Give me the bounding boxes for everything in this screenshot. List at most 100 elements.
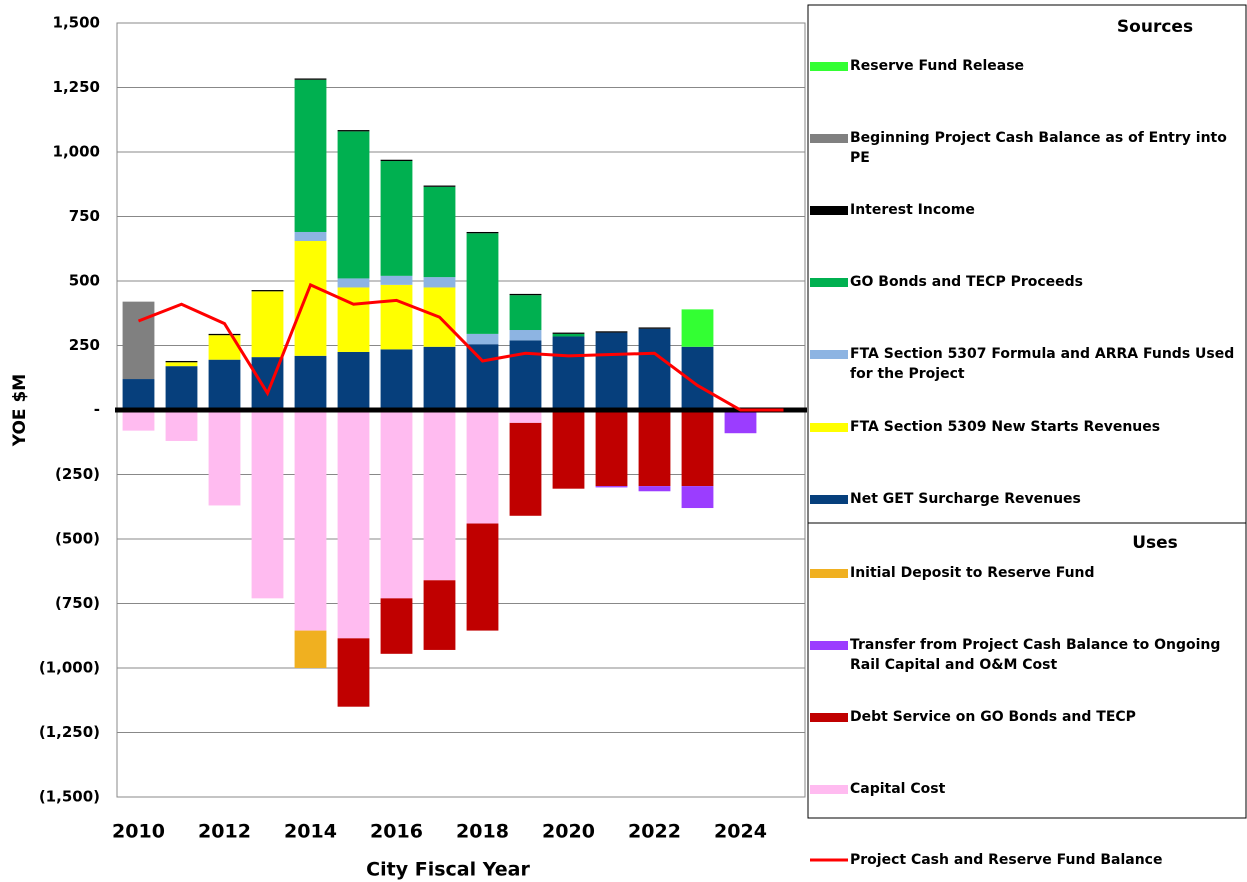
bar-segment (337, 410, 370, 639)
bar-segment (509, 340, 542, 410)
legend-label: Debt Service on GO Bonds and TECP (850, 709, 1136, 725)
bar-segment (337, 638, 370, 707)
x-tick-label: 2022 (628, 821, 681, 843)
bar-segment (294, 79, 327, 232)
bar-segment (380, 349, 413, 410)
legend-label: Beginning Project Cash Balance as of Ent… (850, 130, 1227, 167)
bar-segment (638, 327, 671, 329)
x-tick-label: 2016 (370, 821, 423, 843)
y-tick-label: 1,250 (53, 78, 100, 96)
bar-segment (595, 332, 628, 410)
bar-segment (208, 410, 241, 506)
bar-segment (294, 241, 327, 356)
legend-swatch (810, 278, 848, 288)
bar-segment (681, 486, 714, 509)
bar-segment (638, 328, 671, 410)
y-tick-label: (500) (55, 530, 100, 548)
legend-label: FTA Section 5309 New Starts Revenues (850, 418, 1161, 435)
y-tick-label: 1,000 (53, 143, 100, 161)
bar-segment (423, 185, 456, 187)
bar-segment (165, 360, 198, 363)
y-tick-label: (1,000) (39, 659, 100, 677)
bar-segment (122, 410, 155, 431)
bar-segment (380, 284, 413, 350)
bar-segment (466, 333, 499, 345)
bar-segment (337, 131, 370, 279)
bar-segment (466, 410, 499, 524)
bar-segment (294, 630, 327, 668)
y-axis-label: YOE $M (10, 374, 30, 447)
x-tick-label: 2010 (112, 821, 165, 843)
y-tick-label: 750 (69, 207, 100, 225)
bar-segment (595, 331, 628, 333)
bar-segment (509, 410, 542, 423)
bar-segment (509, 295, 542, 331)
bar-segment (595, 486, 628, 488)
legend-swatch (810, 62, 848, 71)
bar-segment (122, 301, 155, 380)
legend-label: Capital Cost (850, 781, 946, 797)
bar-segment (466, 523, 499, 631)
bar-segment (294, 410, 327, 631)
legend-title: Sources (1117, 17, 1193, 37)
legend-swatch (810, 422, 848, 432)
x-tick-label: 2024 (714, 821, 767, 843)
bar-segment (466, 231, 499, 234)
bar-segment (509, 293, 542, 296)
bar-segment (552, 336, 585, 410)
legend-label: Initial Deposit to Reserve Fund (850, 565, 1095, 581)
y-tick-label: (1,250) (39, 723, 100, 741)
line-series (137, 282, 784, 412)
y-tick-label: (750) (55, 594, 100, 612)
bar-segment (294, 231, 327, 242)
bar-segment (509, 422, 542, 516)
bar-segment (380, 410, 413, 599)
bar-segment (294, 355, 327, 410)
bar-segment (509, 330, 542, 341)
bar-segment (466, 233, 499, 334)
legend-label: Interest Income (850, 202, 975, 219)
bar-segment (337, 351, 370, 410)
x-axis-label: City Fiscal Year (366, 859, 530, 881)
legend-title: Uses (1132, 533, 1178, 553)
legend-swatch (810, 350, 848, 360)
bar-segment (251, 290, 284, 292)
bar-segment (552, 332, 585, 334)
x-tick-label: 2020 (542, 821, 595, 843)
bar-segment (380, 598, 413, 654)
bar-segment (165, 410, 198, 441)
legend-label: FTA Section 5307 Formula and ARRA Funds … (850, 346, 1235, 383)
bar-segment (251, 291, 284, 358)
bar-segment (423, 410, 456, 581)
y-tick-label: 500 (69, 272, 100, 290)
bar-segment (552, 333, 585, 337)
y-tick-label: - (94, 401, 100, 419)
bar-segment (380, 161, 413, 276)
bar-segment (208, 333, 241, 336)
legend-swatch (810, 641, 848, 650)
legend-label: Project Cash and Reserve Fund Balance (850, 852, 1163, 868)
y-tick-label: 250 (69, 336, 100, 354)
legend-swatch (810, 206, 848, 216)
legend-label: Transfer from Project Cash Balance to On… (850, 637, 1221, 673)
bar-segment (638, 410, 671, 487)
bar-segment (423, 580, 456, 650)
x-tick-label: 2014 (284, 821, 337, 843)
bar-segment (423, 186, 456, 278)
bar-segment (337, 130, 370, 132)
bar-segment (681, 309, 714, 347)
y-tick-label: (250) (55, 465, 100, 483)
bar-segment (423, 277, 456, 288)
x-tick-label: 2012 (198, 821, 251, 843)
bar-segment (337, 287, 370, 352)
bar-segment (251, 410, 284, 599)
legend-swatch (810, 785, 848, 794)
bar-segment (638, 486, 671, 492)
bar-segment (552, 410, 585, 489)
bar-segment (337, 278, 370, 288)
legend-swatch (810, 713, 848, 722)
bar-segment (165, 366, 198, 410)
bar-segment (294, 78, 327, 80)
y-tick-label: (1,500) (39, 788, 100, 806)
